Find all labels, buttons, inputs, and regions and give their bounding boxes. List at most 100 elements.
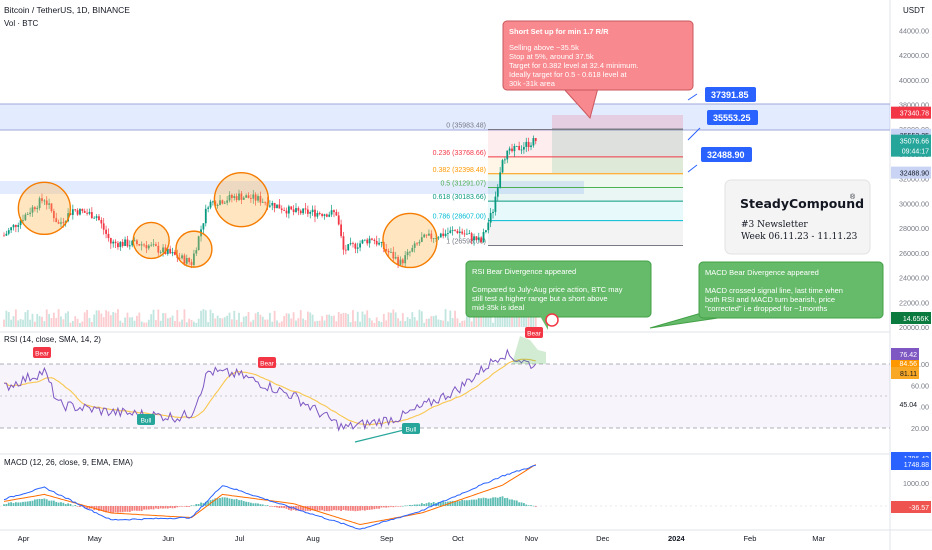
volume-bar (482, 312, 485, 327)
macd-histogram-bar (432, 501, 435, 506)
candle-body (212, 201, 214, 203)
candle-body (485, 230, 487, 232)
rsi-label[interactable]: RSI (14, close, SMA, 14, 2) (4, 335, 101, 344)
candle-body (143, 244, 145, 246)
volume-bar (202, 309, 205, 327)
volume-bar (83, 312, 86, 327)
macd-histogram-bar (347, 506, 350, 511)
fib-level-label: 0.236 (33768.66) (433, 150, 486, 157)
macd-histogram-bar (271, 506, 274, 507)
candle-body (169, 248, 172, 254)
candle-body (128, 245, 131, 247)
candle-body (17, 225, 20, 227)
volume-bar (380, 322, 383, 327)
candle-body (105, 229, 107, 234)
volume-bar (102, 317, 105, 327)
volume-bar (297, 318, 300, 327)
volume-bar (69, 322, 72, 327)
macd-histogram-bar (527, 505, 530, 506)
time-tick-label: Dec (596, 534, 610, 543)
volume-bar (330, 315, 333, 327)
candle-body (7, 230, 10, 234)
macd-histogram-bar (522, 503, 525, 506)
candle-body (449, 230, 452, 234)
macd-label[interactable]: MACD (12, 26, close, 9, EMA, EMA) (4, 458, 133, 467)
macd-histogram-bar (299, 506, 302, 511)
macd-histogram-bar (416, 504, 418, 506)
macd-histogram-bar (463, 500, 466, 506)
volume-bar (3, 319, 5, 327)
target-lower-box (701, 147, 752, 162)
time-axis[interactable]: Apr May Jun Jul Aug Sep Oct Nov Dec 2024 Feb Mar (18, 534, 826, 543)
volume-bar (273, 310, 276, 327)
target-upper-value: 37391.85 (711, 90, 749, 100)
candle-body (411, 247, 414, 252)
candle-body (36, 207, 39, 210)
volume-bar (67, 311, 69, 327)
macd-histogram-bar (3, 504, 5, 506)
macd-histogram-bar (102, 506, 105, 512)
candle-body (515, 145, 518, 147)
macd-histogram-bar (185, 506, 188, 507)
volume-bar (159, 320, 162, 327)
macd-histogram-bar (197, 504, 200, 506)
candle-body (98, 216, 100, 221)
macd-histogram-bar (482, 497, 485, 506)
volume-bar (492, 322, 494, 327)
volume-bar (295, 320, 297, 327)
volume-bar (169, 317, 172, 327)
volume-bar (240, 322, 243, 327)
macd-histogram-bar (325, 506, 328, 512)
macd-histogram-bar (181, 506, 183, 507)
macd-histogram-bar (228, 498, 231, 506)
price-tick-label: 30000.00 (899, 199, 929, 208)
macd-histogram-bar (204, 501, 207, 506)
macd-histogram-bar (470, 499, 473, 506)
short-setup-note[interactable]: Short Set up for min 1.7 R/R Selling abo… (502, 20, 694, 120)
volume-bar (382, 314, 385, 327)
macd-histogram-bar (304, 506, 307, 512)
bear-marker-label: Bear (35, 351, 50, 358)
price-tick-label: 28000.00 (899, 224, 929, 233)
brand-registered-mark: ® (850, 193, 856, 201)
macd-histogram-bar (219, 498, 221, 506)
volume-bar (283, 316, 286, 327)
candle-body (216, 204, 219, 206)
flag-icon (545, 313, 559, 327)
macd-histogram-bar (494, 497, 497, 506)
currency-label[interactable]: USDT (903, 6, 925, 15)
macd-histogram-bar (375, 506, 378, 509)
macd-histogram-bar (50, 500, 53, 506)
candle-body (406, 251, 409, 256)
volume-bar (314, 321, 316, 327)
volume-bar (114, 312, 117, 327)
candle-body (138, 244, 141, 246)
candle-body (344, 249, 347, 251)
volume-bar (485, 310, 487, 327)
volume-bar (328, 314, 331, 327)
macd-histogram-bar (169, 506, 172, 508)
candle-body (532, 138, 535, 146)
bear-marker-label: Bear (260, 361, 275, 368)
macd-histogram-bar (477, 498, 480, 506)
volume-bar (475, 310, 478, 327)
macd-histogram-bar (302, 506, 305, 511)
candle-body (166, 248, 169, 254)
macd-histogram-bar (525, 504, 528, 506)
volume-bar (302, 318, 305, 327)
candle-body (3, 235, 5, 237)
candle-body (119, 241, 122, 248)
volume-bar (368, 318, 371, 327)
candle-body (435, 238, 437, 239)
rsi-badge-label: 45.04 (899, 402, 917, 409)
macd-histogram-bar (171, 506, 174, 509)
candle-body (380, 242, 383, 243)
candle-body (24, 214, 27, 221)
volume-bar (166, 318, 169, 327)
volume-bar (447, 321, 449, 327)
volume-bar (287, 313, 290, 327)
macd-divergence-note[interactable]: MACD Bear Divergence appeared MACD cross… (649, 261, 884, 329)
volume-bar (209, 309, 212, 327)
rsi-divergence-note[interactable]: RSI Bear Divergence appeared Compared to… (465, 260, 652, 330)
